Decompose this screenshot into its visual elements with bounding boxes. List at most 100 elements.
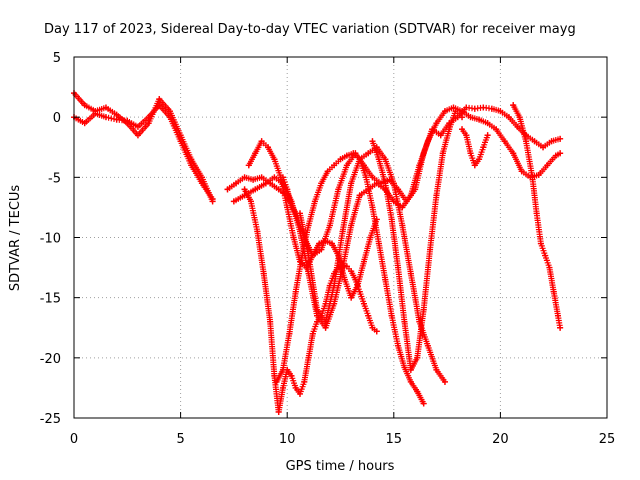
data-point <box>433 366 440 373</box>
data-point <box>375 240 382 247</box>
data-point <box>260 270 267 277</box>
data-point <box>301 378 308 385</box>
data-point <box>177 138 184 145</box>
data-point <box>416 162 423 169</box>
data-point <box>420 306 427 313</box>
data-point <box>328 240 335 247</box>
data-point <box>305 252 312 259</box>
data-point <box>156 96 163 103</box>
data-point <box>516 114 523 121</box>
series-trace-11 <box>510 102 564 331</box>
data-point <box>337 156 344 163</box>
data-point <box>367 234 374 241</box>
data-point <box>305 222 312 229</box>
data-point <box>348 294 355 301</box>
y-tick-label: -10 <box>40 232 61 247</box>
data-point <box>484 120 491 127</box>
x-tick-label: 10 <box>279 432 296 447</box>
data-point <box>450 104 457 111</box>
data-point <box>348 268 355 275</box>
data-point <box>254 228 261 235</box>
data-point <box>233 180 240 187</box>
data-point <box>407 192 414 199</box>
data-point <box>290 234 297 241</box>
data-point <box>373 180 380 187</box>
data-point <box>497 108 504 115</box>
data-point <box>102 104 109 111</box>
y-axis-label: SDTVAR / TECUs <box>8 185 23 292</box>
data-point <box>544 162 551 169</box>
data-point <box>471 105 478 112</box>
data-point <box>267 318 274 325</box>
y-tick-label: -5 <box>48 171 61 186</box>
data-point <box>463 104 470 111</box>
series-trace-9 <box>369 108 466 373</box>
data-point <box>552 152 559 159</box>
data-point <box>439 150 446 157</box>
data-point <box>318 246 325 253</box>
data-point <box>360 300 367 307</box>
data-point <box>309 330 316 337</box>
data-point <box>433 192 440 199</box>
data-point <box>314 306 321 313</box>
y-tick-label: -15 <box>40 292 61 307</box>
data-point <box>557 135 564 142</box>
series-trace-8 <box>279 144 448 385</box>
data-point <box>322 238 329 245</box>
data-point <box>305 354 312 361</box>
x-tick-label: 5 <box>176 432 184 447</box>
series-trace-10 <box>459 126 491 169</box>
data-point <box>198 180 205 187</box>
data-point <box>542 252 549 259</box>
data-point <box>522 138 529 145</box>
data-point <box>134 132 141 139</box>
data-point <box>292 384 299 391</box>
data-point <box>350 150 357 157</box>
data-point <box>535 171 542 178</box>
data-point <box>529 174 536 181</box>
data-point <box>557 324 564 331</box>
chart-title: Day 117 of 2023, Sidereal Day-to-day VTE… <box>44 22 576 37</box>
data-point <box>356 288 363 295</box>
data-point <box>316 240 323 247</box>
data-point <box>484 132 491 139</box>
data-point <box>414 388 421 395</box>
data-point <box>265 144 272 151</box>
data-point <box>230 198 237 205</box>
data-point <box>348 180 355 187</box>
data-point <box>459 108 466 115</box>
data-point <box>505 114 512 121</box>
data-point <box>388 216 395 223</box>
data-point <box>166 108 173 115</box>
data-point <box>343 162 350 169</box>
data-point <box>275 408 282 415</box>
data-point <box>452 108 459 115</box>
data-point <box>480 144 487 151</box>
data-point <box>518 168 525 175</box>
data-point <box>145 114 152 121</box>
data-point <box>369 204 376 211</box>
data-point <box>369 324 376 331</box>
x-tick-label: 20 <box>492 432 509 447</box>
x-tick-label: 25 <box>599 432 616 447</box>
data-point <box>476 116 483 123</box>
data-point <box>262 180 269 187</box>
data-point <box>81 102 88 109</box>
data-point <box>343 263 350 270</box>
data-point <box>311 198 318 205</box>
data-point <box>424 138 431 145</box>
data-point <box>540 144 547 151</box>
data-point <box>303 264 310 271</box>
data-point <box>331 162 338 169</box>
series-trace-7 <box>273 150 427 407</box>
data-point <box>314 318 321 325</box>
data-point <box>360 258 367 265</box>
data-point <box>102 114 109 121</box>
data-point <box>480 104 487 111</box>
data-point <box>510 102 517 109</box>
data-point <box>322 324 329 331</box>
data-point <box>241 186 248 193</box>
data-point <box>299 252 306 259</box>
data-point <box>356 192 363 199</box>
